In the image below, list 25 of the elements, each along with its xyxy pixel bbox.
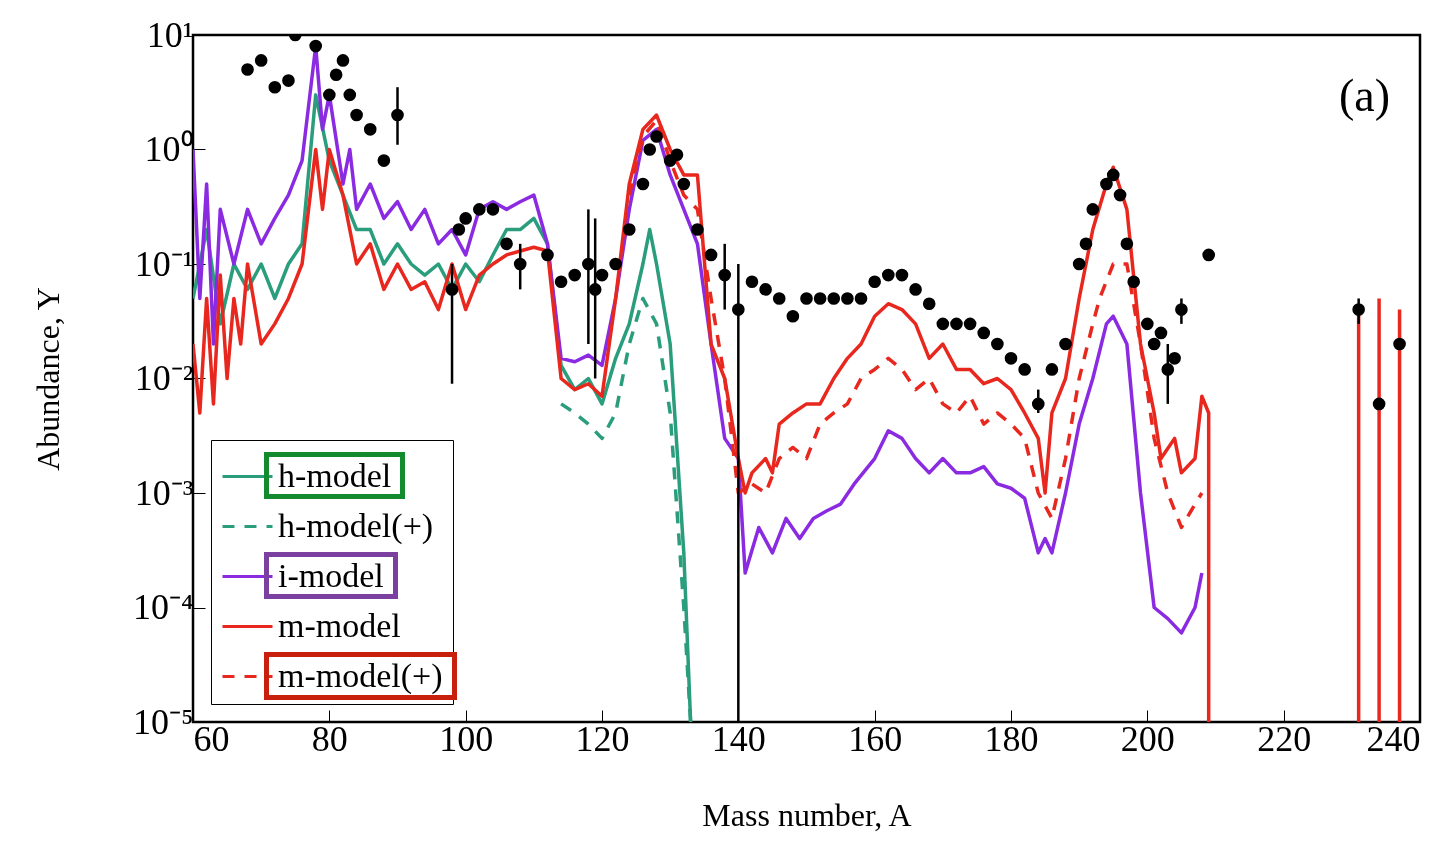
x-tick-label: 220 (1257, 718, 1312, 759)
x-tick-label: 60 (193, 718, 230, 759)
y-tick-label: 10⁰ (144, 129, 194, 169)
x-tick-label: 160 (848, 718, 903, 759)
y-tick-label: 10⁻³ (134, 472, 194, 513)
x-axis-title: Mass number, A (702, 796, 912, 833)
legend-label: m-model (278, 606, 401, 644)
x-tick-label: 100 (439, 718, 494, 759)
x-tick-label: 80 (311, 718, 348, 759)
y-tick-label: 10¹ (146, 14, 194, 55)
y-tick-label: 10⁻⁴ (132, 587, 194, 627)
y-tick-label: 10⁻¹ (134, 243, 194, 284)
y-axis-title: Abundance, Y (29, 287, 66, 471)
y-tick-label: 10⁻² (134, 358, 194, 398)
legend-label: h-model (278, 456, 392, 494)
y-tick-label: 10⁻⁵ (132, 701, 194, 742)
annotation: (a) (1338, 70, 1390, 121)
legend-label: m-model(+) (278, 656, 443, 695)
x-tick-label: 120 (575, 718, 630, 759)
legend-label: i-model (278, 556, 384, 594)
x-tick-label: 140 (711, 718, 766, 759)
x-tick-label: 180 (984, 718, 1039, 759)
x-tick-label: 200 (1120, 718, 1175, 759)
x-tick-label: 240 (1366, 718, 1421, 759)
legend-label: h-model(+) (278, 506, 434, 545)
